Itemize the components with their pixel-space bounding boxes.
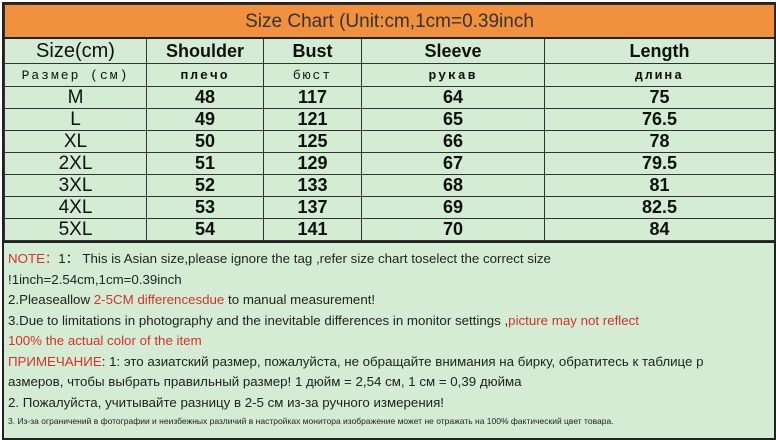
cell-2: 117	[263, 86, 362, 109]
cell-0: XL	[4, 130, 147, 153]
cell-2: 137	[263, 196, 362, 219]
cell-1: 48	[146, 86, 264, 109]
header-ru-cell-2: бюст	[263, 63, 362, 87]
cell-2: 133	[263, 174, 362, 197]
cell-3: 69	[361, 196, 545, 219]
table-row: 2XL 51 129 67 79.5	[4, 152, 776, 175]
table-row: M 48 117 64 75	[4, 86, 776, 109]
cell-3: 65	[361, 108, 545, 131]
table-row: 4XL 53 137 69 82.5	[4, 196, 776, 219]
cell-3: 70	[361, 218, 545, 241]
cell-4: 81	[543, 174, 776, 197]
note-ru-3: 3. Из-за ограничений в фотографии и неиз…	[8, 416, 614, 426]
cell-2: 125	[263, 130, 362, 153]
note-ru-1-cont: азмеров, чтобы выбрать правильный размер…	[8, 374, 522, 389]
cell-3: 68	[361, 174, 545, 197]
cell-4: 79.5	[543, 152, 776, 175]
cell-0: L	[4, 108, 147, 131]
header-ru-cell-4: длина	[543, 63, 776, 87]
table-row: 3XL 52 133 68 81	[4, 174, 776, 197]
cell-0: 4XL	[4, 196, 147, 219]
table-row: L 49 121 65 76.5	[4, 108, 776, 131]
cell-4: 78	[543, 130, 776, 153]
note-1: NOTE：1： This is Asian size,please ignore…	[8, 251, 551, 266]
header-cell-1: Shoulder	[146, 37, 264, 64]
header-cell-4: Length	[543, 37, 776, 64]
note-3-cont: 100% the actual color of the item	[8, 333, 202, 348]
cell-2: 121	[263, 108, 362, 131]
cell-1: 50	[146, 130, 264, 153]
header-ru-cell-0: Размер (см)	[4, 63, 147, 87]
header-cell-3: Sleeve	[361, 37, 545, 64]
note-ru-1: ПРИМЕЧАНИЕ: 1: это азиатский размер, пож…	[8, 353, 704, 369]
cell-4: 75	[543, 86, 776, 109]
cell-1: 49	[146, 108, 264, 131]
cell-4: 84	[543, 218, 776, 241]
cell-2: 141	[263, 218, 362, 241]
cell-0: 5XL	[4, 218, 147, 241]
header-ru-cell-3: рукав	[361, 63, 545, 87]
header-cell-0: Size(cm)	[4, 37, 147, 64]
header-cell-2: Bust	[263, 37, 362, 64]
cell-0: M	[4, 86, 147, 109]
note-3: 3.Due to limitations in photography and …	[8, 312, 639, 328]
cell-0: 2XL	[4, 152, 147, 175]
header-ru-cell-1: плечо	[146, 63, 264, 87]
note-2: 2.Pleaseallow 2-5CM differencesdue to ma…	[8, 292, 376, 307]
table-row: XL 50 125 66 78	[4, 130, 776, 153]
notes: NOTE：1： This is Asian size,please ignore…	[4, 241, 774, 435]
cell-1: 51	[146, 152, 264, 175]
note-ru-2: 2. Пожалуйста, учитывайте разницу в 2-5 …	[8, 394, 444, 410]
note-1-cont: !1inch=2.54cm,1cm=0.39inch	[8, 271, 182, 287]
cell-1: 52	[146, 174, 264, 197]
cell-3: 66	[361, 130, 545, 153]
cell-1: 54	[146, 218, 264, 241]
chart-title: Size Chart (Unit:cm,1cm=0.39inch	[3, 4, 776, 39]
cell-3: 67	[361, 152, 545, 175]
cell-3: 64	[361, 86, 545, 109]
cell-2: 129	[263, 152, 362, 175]
table-row: 5XL 54 141 70 84	[4, 218, 776, 241]
cell-4: 76.5	[543, 108, 776, 131]
cell-4: 82.5	[543, 196, 776, 219]
cell-0: 3XL	[4, 174, 147, 197]
cell-1: 53	[146, 196, 264, 219]
size-table: Size Chart (Unit:cm,1cm=0.39inch Size(cm…	[3, 4, 776, 241]
